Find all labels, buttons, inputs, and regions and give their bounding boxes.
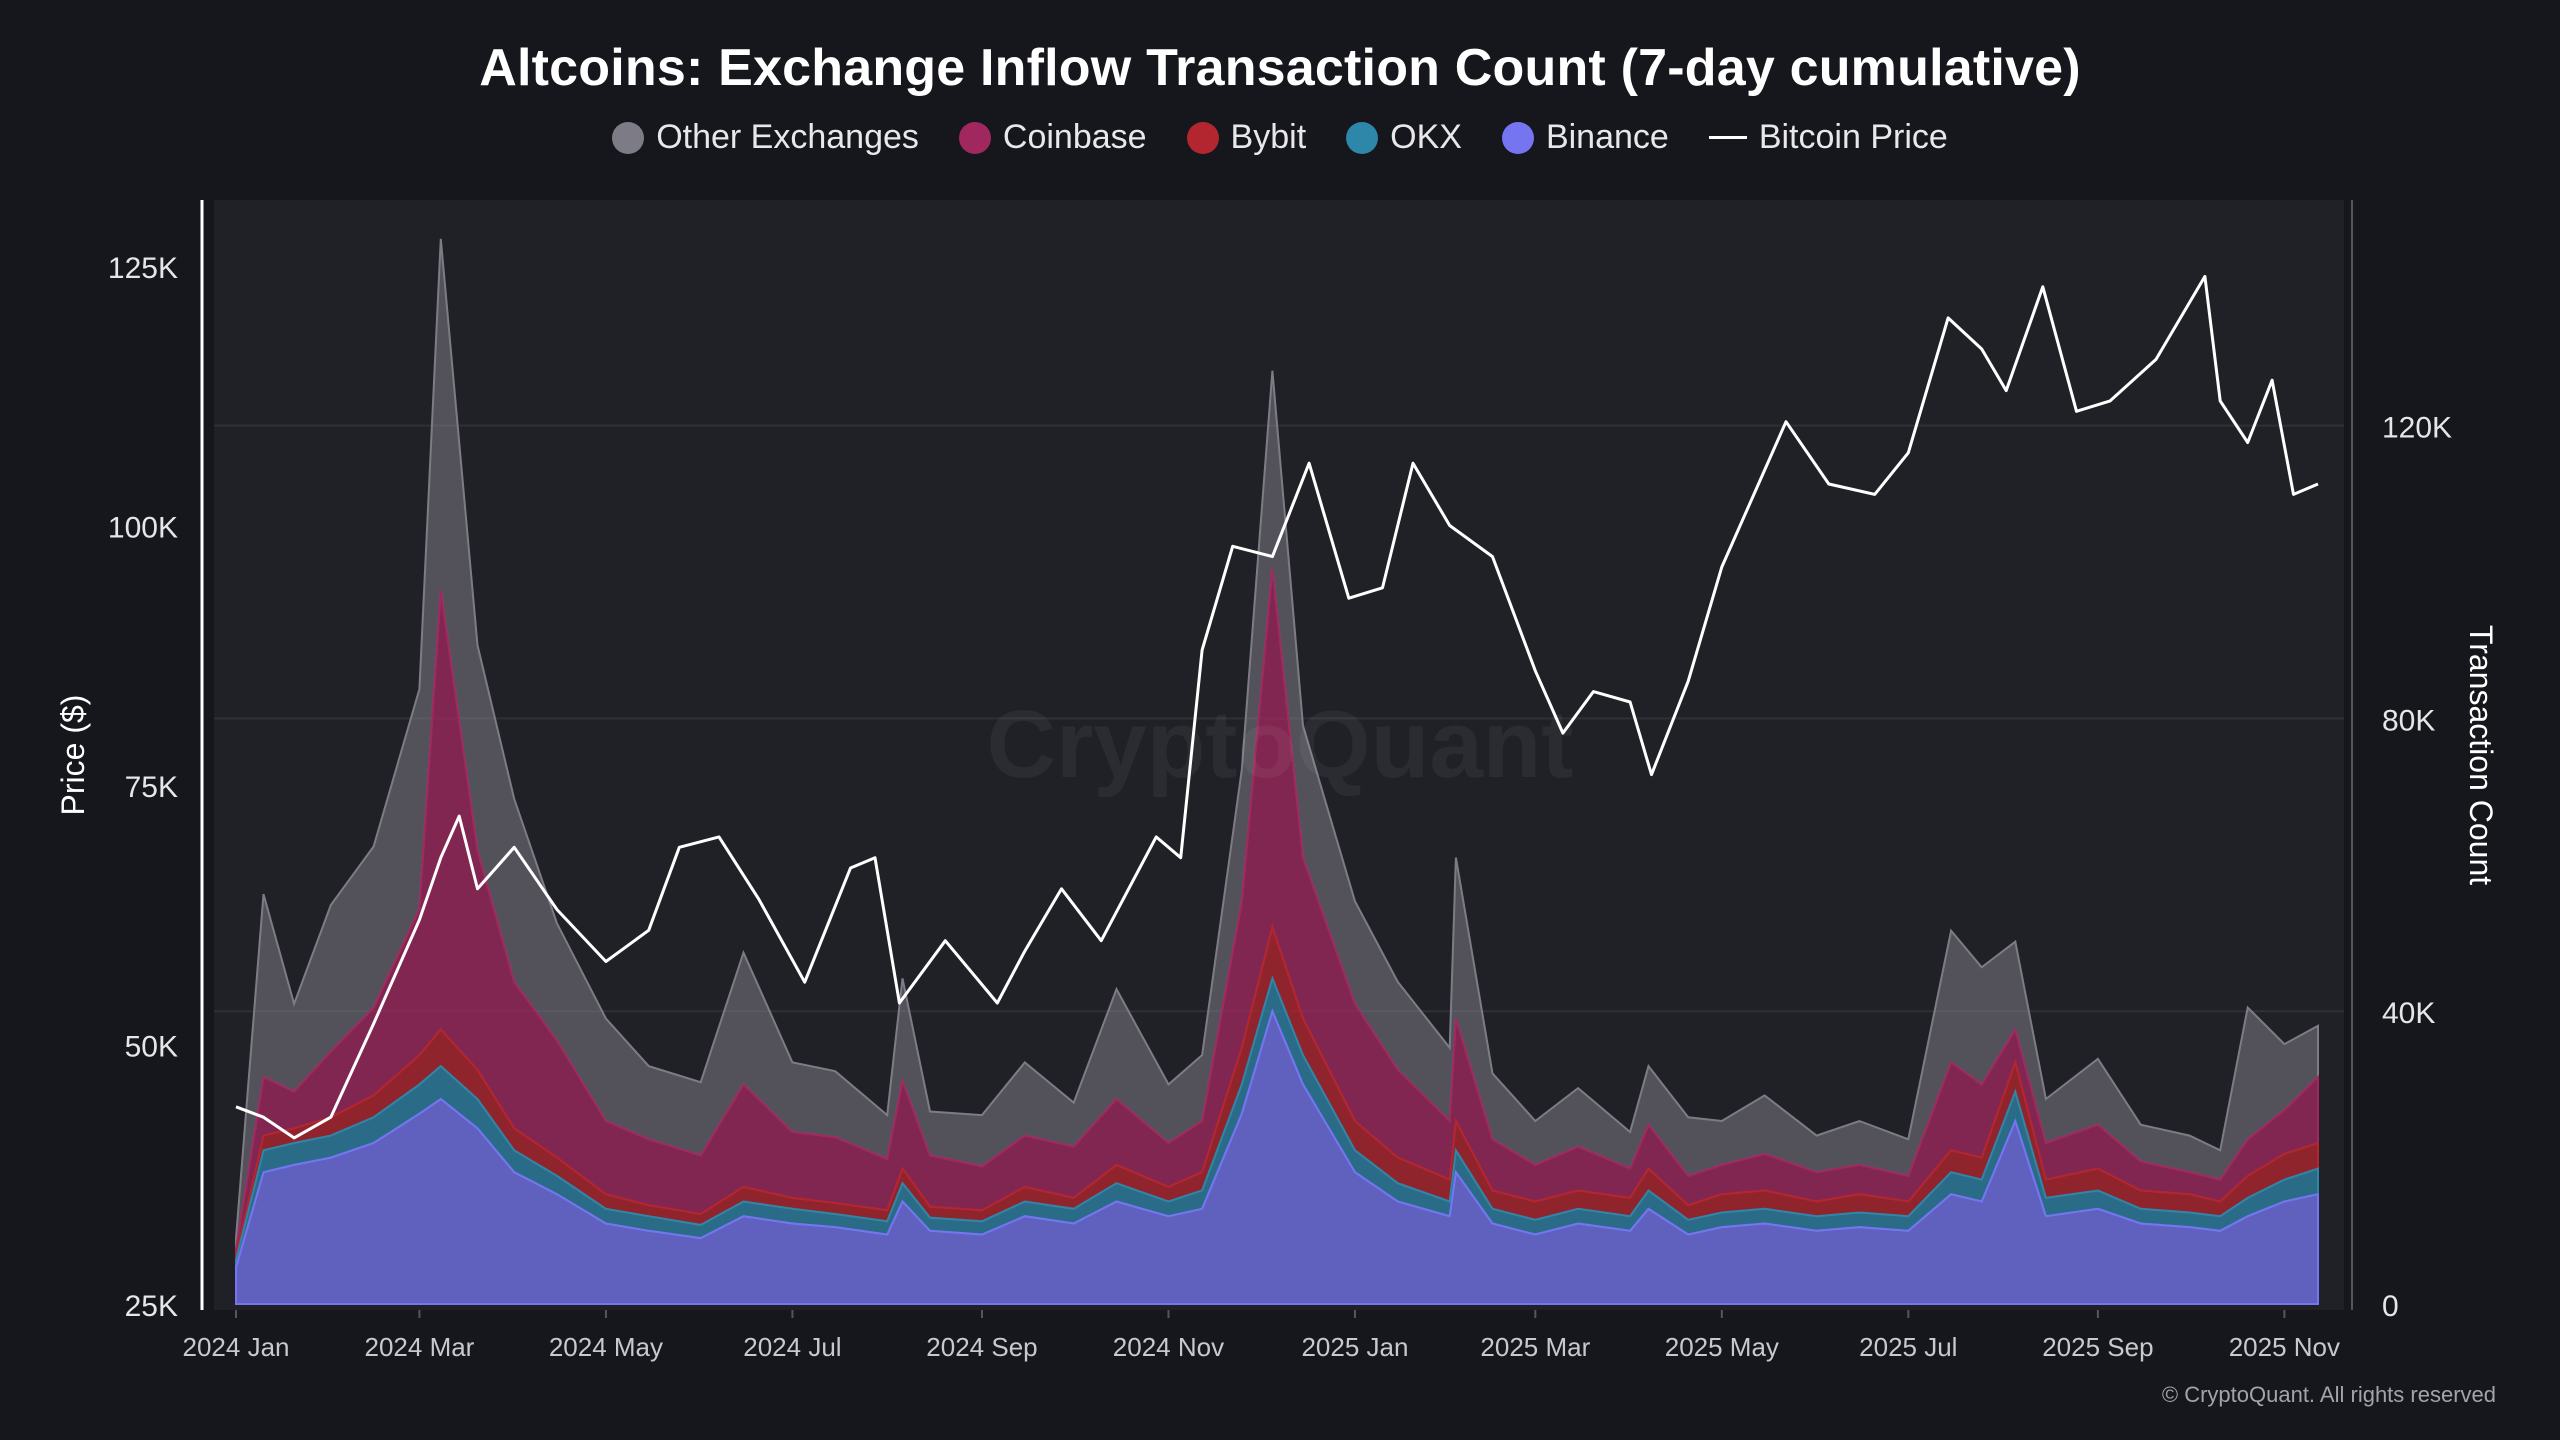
legend-entry-other-exchanges[interactable]: Other Exchanges: [612, 118, 919, 157]
legend-entry-binance[interactable]: Binance: [1501, 118, 1669, 157]
x-tick-label: 2025 Nov: [2229, 1332, 2340, 1362]
y-left-tick-label: 125K: [108, 252, 178, 285]
y-right-axis-title: Transaction Count: [2463, 625, 2499, 885]
legend-entry-coinbase[interactable]: Coinbase: [958, 118, 1147, 157]
x-tick-label: 2024 Jan: [183, 1332, 290, 1362]
y-right-tick-label: 120K: [2382, 412, 2452, 445]
legend-entry-bitcoin-price[interactable]: Bitcoin Price: [1708, 118, 1948, 157]
x-tick-label: 2025 Jan: [1301, 1332, 1408, 1362]
y-right-tick-label: 40K: [2382, 997, 2435, 1030]
legend-label: OKX: [1390, 118, 1462, 156]
bitcoin-price-line: [235, 274, 2319, 1140]
legend-swatch: [1501, 121, 1534, 154]
legend-label: Bitcoin Price: [1758, 118, 1948, 156]
legend-entry-bybit[interactable]: Bybit: [1186, 118, 1307, 157]
copyright-notice: © CryptoQuant. All rights reserved: [2161, 1382, 2496, 1407]
y-left-tick-label: 100K: [108, 512, 178, 545]
y-left-axis-title: Price ($): [55, 695, 91, 816]
x-tick-label: 2025 Mar: [1480, 1332, 1590, 1362]
legend-swatch: [1346, 121, 1379, 154]
legend-entry-okx[interactable]: OKX: [1346, 118, 1462, 157]
y-left-tick-label: 75K: [125, 771, 178, 804]
x-tick-label: 2025 May: [1665, 1332, 1779, 1362]
legend-label: Coinbase: [1002, 118, 1147, 156]
x-tick-label: 2024 Mar: [365, 1332, 475, 1362]
legend-label: Bybit: [1230, 118, 1307, 156]
legend-label: Binance: [1545, 118, 1669, 156]
y-left-tick-label: 25K: [125, 1290, 178, 1323]
legend-label: Other Exchanges: [656, 118, 919, 156]
x-tick-label: 2024 Nov: [1113, 1332, 1224, 1362]
price-line-layer: [235, 274, 2319, 1140]
legend: Other Exchanges Coinbase Bybit OKX Binance Bi…: [0, 118, 2560, 157]
y-left-tick-label: 50K: [125, 1031, 178, 1064]
chart-title: Altcoins: Exchange Inflow Transaction Co…: [479, 39, 2081, 97]
axes: [200, 200, 2353, 1310]
x-tick-label: 2024 Jul: [743, 1332, 841, 1362]
x-tick-label: 2024 May: [549, 1332, 663, 1362]
area-binance: [235, 1008, 2319, 1305]
legend-swatch: [1186, 121, 1219, 154]
legend-swatch: [958, 121, 991, 154]
y-right-tick-label: 80K: [2382, 704, 2435, 737]
tick-labels: 25K 50K 75K 100K 125K 0 40K 80K 120K 2024 Jan 2024…: [108, 252, 2452, 1362]
x-tick-label: 2024 Sep: [926, 1332, 1037, 1362]
y-right-tick-label: 0: [2382, 1290, 2399, 1323]
x-tick-label: 2025 Jul: [1859, 1332, 1957, 1362]
x-tick-label: 2025 Sep: [2042, 1332, 2153, 1362]
legend-swatch: [612, 121, 645, 154]
stacked-areas: [235, 238, 2319, 1305]
legend-swatch: [1708, 136, 1747, 139]
